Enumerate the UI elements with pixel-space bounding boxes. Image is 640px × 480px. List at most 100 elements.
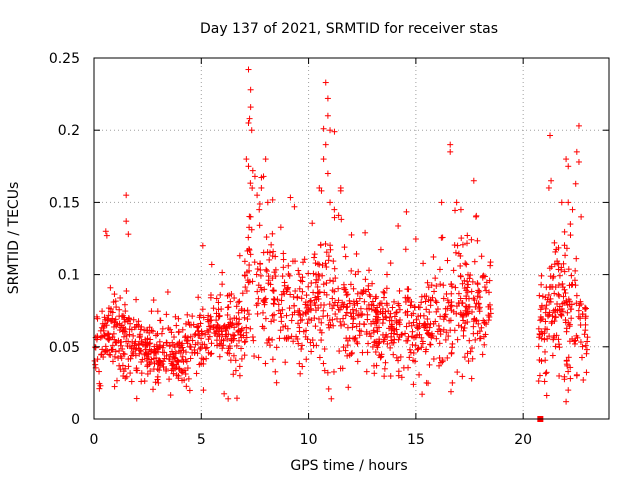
data-point xyxy=(142,342,149,349)
data-point xyxy=(437,281,444,288)
data-point xyxy=(582,327,589,334)
data-point xyxy=(375,311,382,318)
data-point xyxy=(331,128,338,135)
data-point xyxy=(565,266,572,273)
data-point xyxy=(418,299,425,306)
data-point xyxy=(245,279,252,286)
data-point xyxy=(538,281,545,288)
data-point xyxy=(97,334,104,341)
data-point xyxy=(330,278,337,285)
data-point xyxy=(410,319,417,326)
data-point xyxy=(444,305,451,312)
data-point xyxy=(308,305,315,312)
data-point xyxy=(152,379,159,386)
data-point xyxy=(457,273,464,280)
data-point xyxy=(263,234,270,241)
data-point xyxy=(260,173,267,180)
data-point xyxy=(468,236,475,243)
data-point xyxy=(121,319,128,326)
data-point xyxy=(474,237,481,244)
data-point xyxy=(157,317,164,324)
data-point xyxy=(243,334,250,341)
data-point xyxy=(569,281,576,288)
data-point xyxy=(316,261,323,268)
data-point xyxy=(469,355,476,362)
data-point xyxy=(568,272,575,279)
data-point xyxy=(452,249,459,256)
data-point xyxy=(317,327,324,334)
data-point xyxy=(330,368,337,375)
data-point xyxy=(224,304,231,311)
data-point xyxy=(432,275,439,282)
data-point xyxy=(266,335,273,342)
data-point xyxy=(108,318,115,325)
data-point xyxy=(464,232,471,239)
data-point xyxy=(246,115,253,122)
data-point xyxy=(348,350,355,357)
data-point xyxy=(397,353,404,360)
data-point xyxy=(197,344,204,351)
data-point xyxy=(373,293,380,300)
data-point xyxy=(330,302,337,309)
data-point xyxy=(310,289,317,296)
chart-title: Day 137 of 2021, SRMTID for receiver sta… xyxy=(200,21,498,37)
data-point xyxy=(382,359,389,366)
data-point xyxy=(450,267,457,274)
data-point xyxy=(235,328,242,335)
data-point xyxy=(269,275,276,282)
data-point xyxy=(386,317,393,324)
data-point xyxy=(355,312,362,319)
data-point xyxy=(163,311,170,318)
data-point xyxy=(96,368,103,375)
data-point xyxy=(328,395,335,402)
data-point xyxy=(440,282,447,289)
data-point xyxy=(159,325,166,332)
data-point xyxy=(287,291,294,298)
data-point xyxy=(425,331,432,338)
data-point xyxy=(268,241,275,248)
data-point xyxy=(138,359,145,366)
data-point xyxy=(309,220,316,227)
data-point xyxy=(464,319,471,326)
data-point xyxy=(173,322,180,329)
data-point xyxy=(321,289,328,296)
data-point xyxy=(472,213,479,220)
data-point xyxy=(368,306,375,313)
data-point xyxy=(172,313,179,320)
data-point xyxy=(313,342,320,349)
data-point xyxy=(166,376,173,383)
data-point xyxy=(430,355,437,362)
data-point xyxy=(245,163,252,170)
data-point xyxy=(571,277,578,284)
data-point xyxy=(315,295,322,302)
data-point xyxy=(198,335,205,342)
data-point xyxy=(487,262,494,269)
x-tick-label: 10 xyxy=(300,432,318,448)
data-point xyxy=(138,339,145,346)
data-point xyxy=(457,252,464,259)
data-point xyxy=(296,285,303,292)
data-point xyxy=(148,356,155,363)
data-point xyxy=(284,285,291,292)
data-point xyxy=(145,353,152,360)
data-point xyxy=(265,277,272,284)
data-point xyxy=(216,353,223,360)
data-point xyxy=(122,375,129,382)
data-point xyxy=(235,337,242,344)
data-point xyxy=(370,302,377,309)
data-point xyxy=(280,323,287,330)
data-point xyxy=(330,258,337,265)
data-point xyxy=(246,262,253,269)
data-point xyxy=(133,296,140,303)
data-point xyxy=(139,356,146,363)
data-point xyxy=(398,332,405,339)
data-point xyxy=(453,310,460,317)
data-point xyxy=(430,253,437,260)
data-point xyxy=(116,313,123,320)
data-point xyxy=(302,299,309,306)
data-point xyxy=(364,349,371,356)
data-point xyxy=(253,271,260,278)
data-point xyxy=(579,343,586,350)
data-point xyxy=(563,398,570,405)
data-point xyxy=(317,302,324,309)
